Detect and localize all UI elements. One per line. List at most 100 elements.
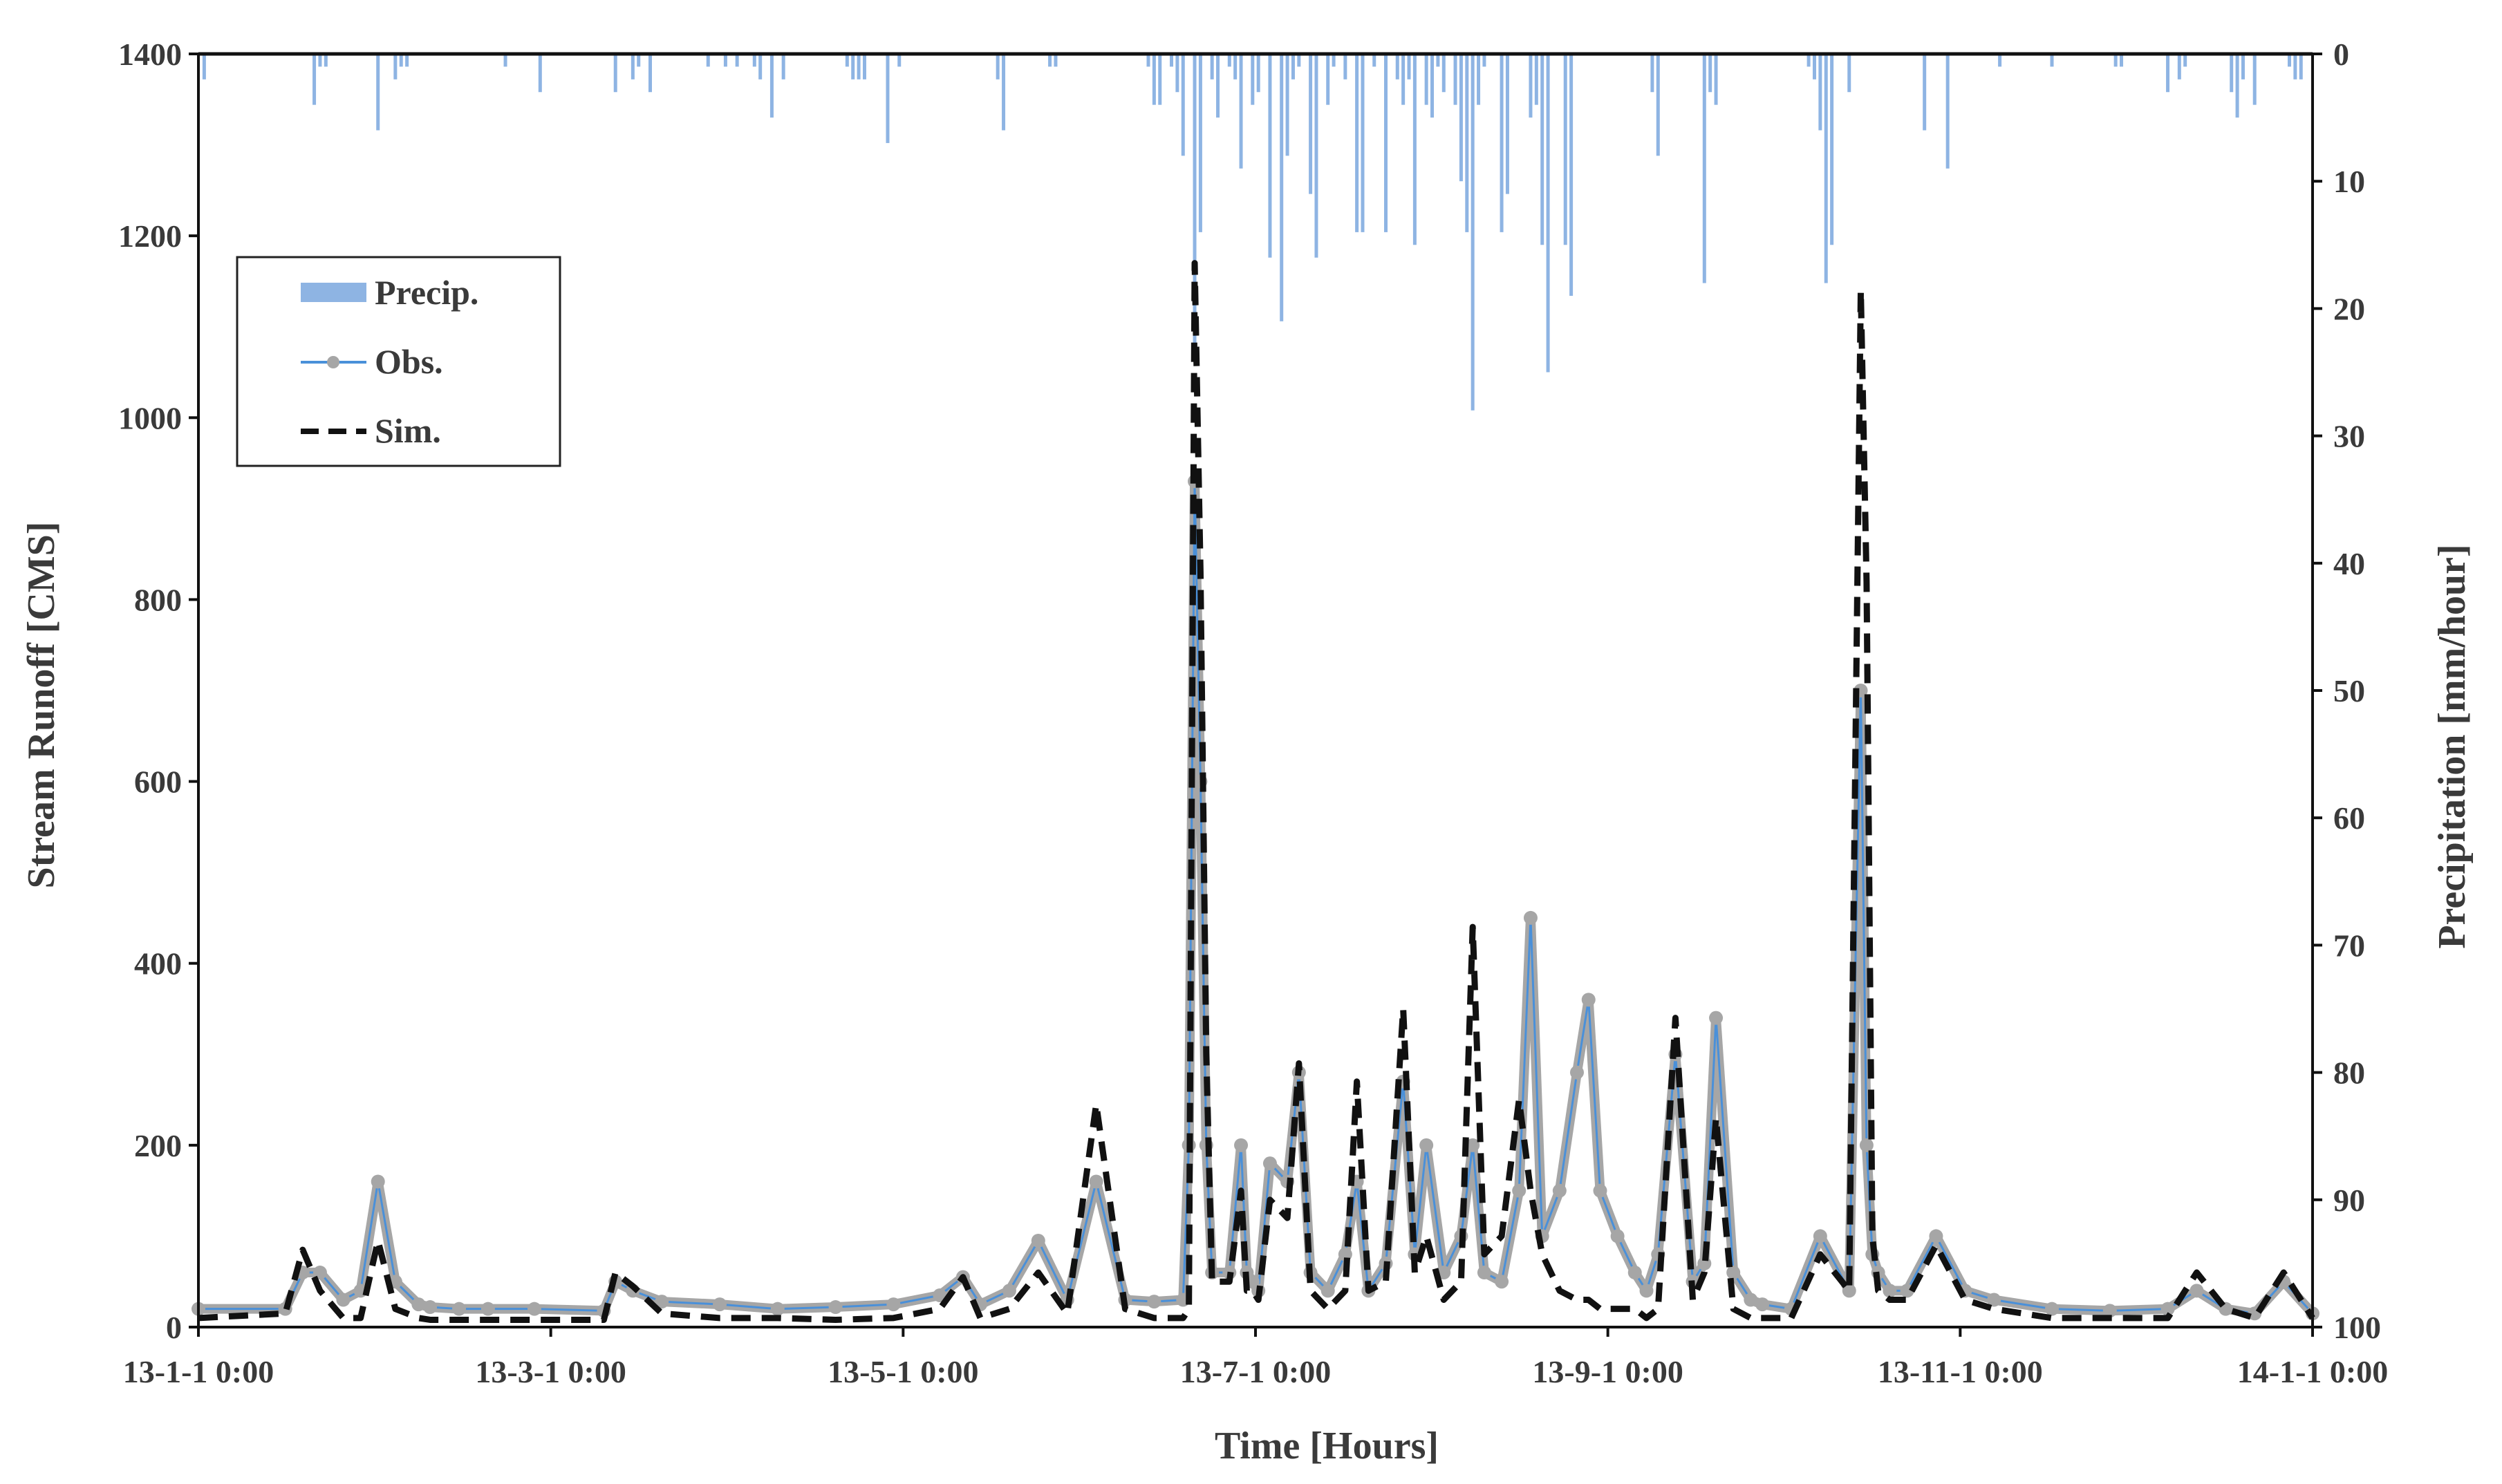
obs-point	[770, 1302, 785, 1316]
obs-point	[1089, 1174, 1103, 1189]
obs-point	[452, 1302, 467, 1316]
precip-bar	[752, 54, 756, 67]
precip-bar	[1002, 54, 1006, 131]
precip-bar	[2230, 54, 2234, 93]
obs-point	[1512, 1183, 1527, 1198]
precip-bar	[1361, 54, 1365, 232]
precip-bar	[1239, 54, 1243, 169]
precip-bar	[1714, 54, 1718, 105]
precip-bar	[1158, 54, 1162, 105]
precip-bars	[202, 54, 2303, 411]
obs-point	[1744, 1293, 1758, 1307]
legend-precip-label: Precip.	[375, 273, 478, 312]
y-left-tick-label: 400	[134, 946, 182, 981]
precip-bar	[735, 54, 739, 67]
precip-bar	[1540, 54, 1544, 245]
obs-point	[2160, 1302, 2175, 1316]
y-right-tick-label: 70	[2333, 928, 2365, 963]
precip-bar	[1453, 54, 1457, 105]
precip-bar	[1401, 54, 1406, 105]
precip-bar	[1424, 54, 1428, 105]
obs-point	[336, 1293, 351, 1307]
precip-bar	[1054, 54, 1058, 67]
precip-bar	[706, 54, 710, 67]
precip-bar	[405, 54, 409, 67]
x-tick-label: 14-1-1 0:00	[2237, 1354, 2388, 1389]
precip-bar	[1708, 54, 1712, 93]
precip-bar	[1372, 54, 1376, 67]
precip-bar	[2113, 54, 2118, 67]
legend-sim-label: Sim.	[375, 411, 441, 450]
obs-point	[933, 1288, 947, 1302]
obs-point	[1002, 1284, 1016, 1298]
precip-bar	[886, 54, 890, 143]
precip-bar	[1251, 54, 1255, 105]
precip-bar	[399, 54, 403, 67]
y-left-tick-label: 200	[134, 1128, 182, 1163]
obs-point	[1569, 1065, 1584, 1080]
y-right-tick-label: 20	[2333, 291, 2365, 326]
precip-bar	[1500, 54, 1504, 232]
precip-bar	[1048, 54, 1052, 67]
obs-point	[1813, 1229, 1827, 1243]
precip-bar	[1656, 54, 1660, 156]
precip-bar	[2166, 54, 2170, 93]
precip-bar	[1193, 54, 1197, 347]
y-left-tick-label: 0	[166, 1310, 182, 1345]
sim-line	[198, 260, 2315, 1323]
y-right-tick-label: 40	[2333, 546, 2365, 581]
precip-bar	[1175, 54, 1179, 93]
x-tick-label: 13-11-1 0:00	[1878, 1354, 2043, 1389]
precip-bar	[1546, 54, 1550, 373]
precip-bar	[1297, 54, 1301, 67]
precip-bar	[2252, 54, 2257, 105]
obs-point	[411, 1297, 426, 1312]
x-axis-title: Time [Hours]	[1215, 1425, 1439, 1467]
y-left-tick-label: 1400	[118, 37, 182, 72]
y-axis-left-title: Stream Runoff [CMS]	[20, 522, 63, 889]
y-right-tick-label: 60	[2333, 800, 2365, 836]
precip-bar	[1291, 54, 1295, 79]
precip-bar	[631, 54, 635, 79]
precip-bar	[2183, 54, 2187, 67]
precip-bar	[1343, 54, 1347, 79]
y-right-tick-label: 0	[2333, 37, 2349, 72]
precip-bar	[1326, 54, 1330, 105]
precip-bar	[1702, 54, 1706, 283]
precip-bar	[1384, 54, 1388, 232]
y-left-tick-label: 1000	[118, 400, 182, 435]
precip-bar	[376, 54, 380, 131]
obs-point	[2044, 1302, 2059, 1316]
precip-bar	[1280, 54, 1284, 321]
precip-bar	[845, 54, 849, 67]
obs-point	[1234, 1138, 1249, 1152]
obs-point	[2190, 1284, 2204, 1298]
precip-bar	[1146, 54, 1150, 67]
precip-bar	[1482, 54, 1486, 67]
precip-bar	[723, 54, 727, 67]
precip-bar	[1818, 54, 1822, 131]
precip-bar	[2177, 54, 2181, 79]
precip-bar	[2299, 54, 2303, 79]
obs-point	[1147, 1295, 1161, 1309]
y-right-tick-label: 30	[2333, 419, 2365, 454]
precip-bar	[1355, 54, 1359, 232]
obs-point	[1929, 1229, 1943, 1243]
obs-point	[713, 1297, 727, 1312]
precip-bar	[1650, 54, 1654, 93]
obs-point	[1593, 1183, 1607, 1198]
obs-point	[1031, 1234, 1045, 1248]
precip-bar	[1407, 54, 1411, 79]
precip-bar	[318, 54, 322, 67]
obs-point	[527, 1302, 541, 1316]
obs-point	[1610, 1229, 1625, 1243]
precip-bar	[1824, 54, 1828, 283]
obs-point	[1859, 1138, 1874, 1152]
precip-bar	[1412, 54, 1417, 245]
precip-bar	[2293, 54, 2297, 79]
precip-bar	[1285, 54, 1289, 156]
precip-bar	[2120, 54, 2124, 67]
precip-bar	[1436, 54, 1440, 67]
x-tick-label: 13-9-1 0:00	[1532, 1354, 1683, 1389]
